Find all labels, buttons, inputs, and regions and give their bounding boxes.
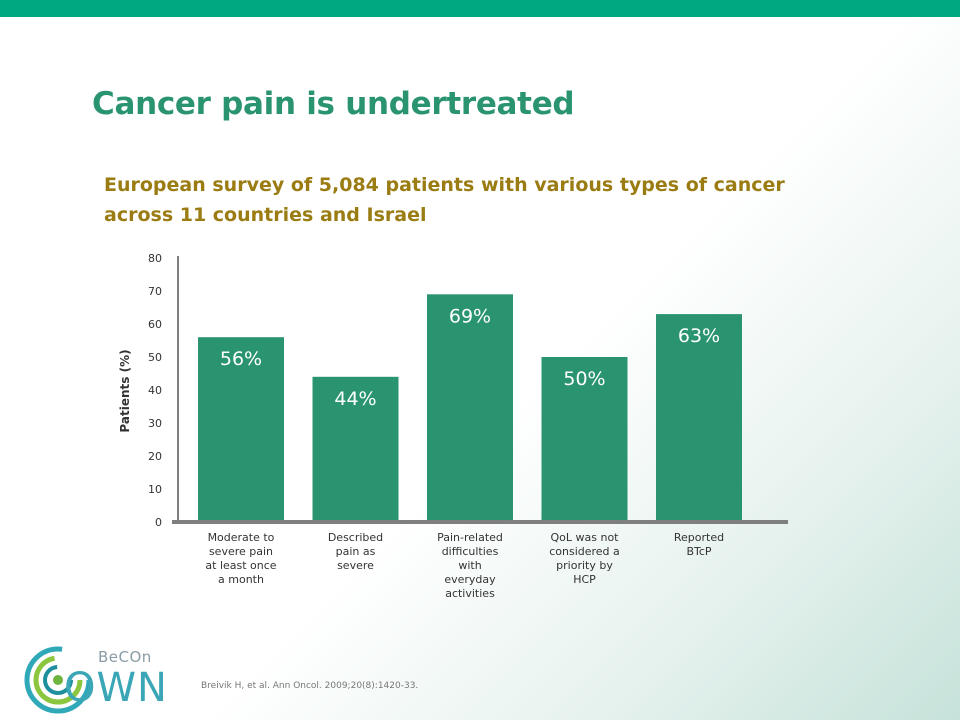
bar-data-label: 44% [334,388,376,410]
bar [427,294,513,522]
y-tick-label: 60 [148,318,162,331]
slide-title: Cancer pain is undertreated [92,86,575,122]
logo-own-text: OWN [64,665,168,711]
bar-data-label: 69% [449,305,491,327]
x-category-label: Described pain as severe [328,531,383,572]
source-citation: Breivik H, et al. Ann Oncol. 2009;20(8):… [201,681,419,691]
y-tick-label: 70 [148,285,162,298]
x-category-label: QoL was not considered a priority by HCP [549,531,620,586]
bar [656,314,742,522]
x-category-label: Reported BTcP [674,531,724,558]
x-category-label: Moderate to severe pain at least once a mon… [205,531,276,586]
y-tick-label: 10 [148,483,162,496]
slide-subtitle: European survey of 5,084 patients with v… [104,174,785,226]
y-axis-label: Patients (%) [118,349,132,432]
y-tick-label: 0 [155,516,162,529]
bar-data-label: 63% [678,325,720,347]
bar [312,376,399,522]
logo-becon-text: BeCOn [98,648,152,666]
bar [541,357,628,522]
logo-swirl-icon [24,646,90,714]
y-tick-label: 40 [148,384,162,397]
y-tick-label: 30 [148,417,162,430]
becon-own-logo: BeCOn OWN [20,642,180,714]
bar [198,337,284,522]
bar-data-label: 56% [220,348,262,370]
bar-data-label: 50% [563,368,605,390]
y-tick-label: 80 [148,252,162,265]
y-tick-label: 50 [148,351,162,364]
x-category-label: Pain-related difficulties with everyday acti… [437,531,503,600]
top-accent-bar [0,0,960,17]
y-tick-label: 20 [148,450,162,463]
